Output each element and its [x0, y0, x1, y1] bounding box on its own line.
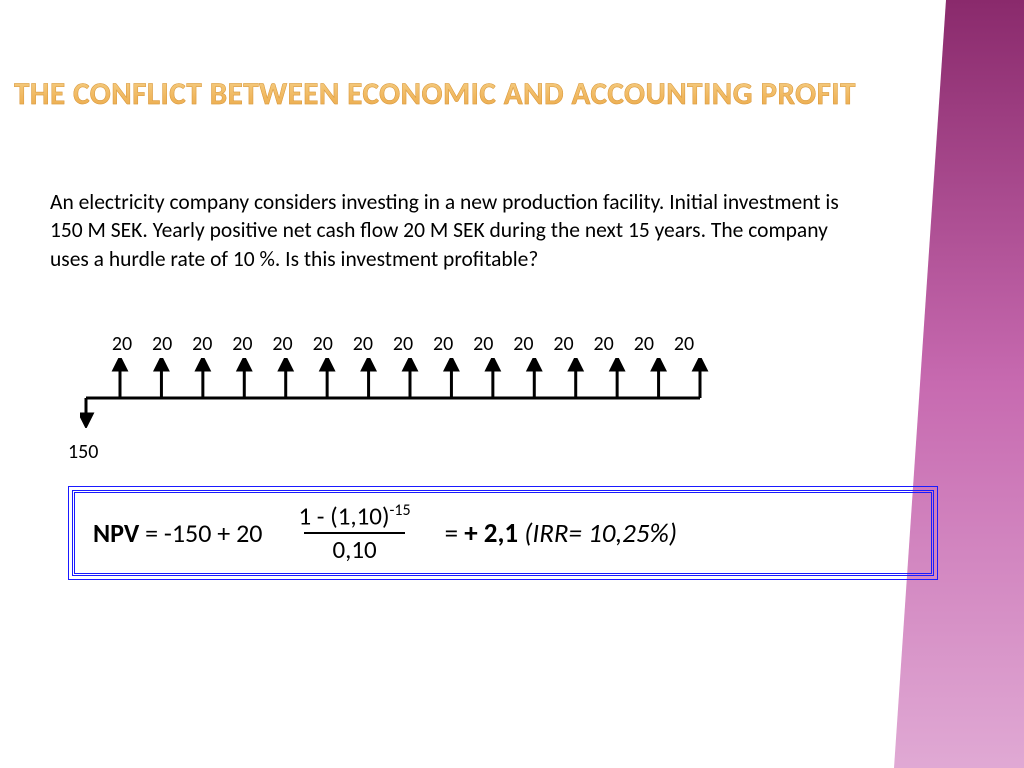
- irr-value: (IRR= 10,25%): [518, 517, 677, 550]
- timeline-arrows-svg: [80, 358, 730, 428]
- npv-expression: = -150 + 20: [139, 517, 262, 549]
- inflow-label: 20: [429, 332, 457, 356]
- side-decorative-strip: [894, 0, 1024, 768]
- annuity-fraction: 1 - (1,10)-15 0,10: [294, 502, 414, 563]
- inflow-label: 20: [108, 332, 136, 356]
- npv-result: = + 2,1 (IRR= 10,25%): [445, 517, 677, 550]
- inflow-label: 20: [469, 332, 497, 356]
- inflow-label: 20: [550, 332, 578, 356]
- inflow-label: 20: [389, 332, 417, 356]
- npv-label: NPV: [93, 517, 139, 549]
- inflow-label: 20: [148, 332, 176, 356]
- inflow-label: 20: [309, 332, 337, 356]
- fraction-denominator: 0,10: [304, 532, 404, 564]
- inflow-labels: 20 20 20 20 20 20 20 20 20 20 20 20 20 20 20: [108, 332, 698, 356]
- inflow-label: 20: [590, 332, 618, 356]
- npv-lhs: NPV = -150 + 20: [93, 517, 262, 549]
- inflow-label: 20: [269, 332, 297, 356]
- numerator-base: 1 - (1,10): [298, 501, 389, 532]
- fraction-numerator: 1 - (1,10)-15: [294, 502, 414, 532]
- problem-statement: An electricity company considers investi…: [50, 188, 840, 273]
- slide-title: THE CONFLICT BETWEEN ECONOMIC AND ACCOUN…: [0, 75, 870, 114]
- numerator-exponent: -15: [390, 501, 411, 520]
- npv-formula-box: NPV = -150 + 20 1 - (1,10)-15 0,10 = + 2…: [72, 490, 934, 576]
- inflow-label: 20: [670, 332, 698, 356]
- inflow-label: 20: [188, 332, 216, 356]
- cashflow-diagram: 20 20 20 20 20 20 20 20 20 20 20 20 20 20 20 150: [50, 332, 790, 472]
- inflow-label: 20: [349, 332, 377, 356]
- equals-sign: =: [445, 517, 465, 550]
- inflow-label: 20: [228, 332, 256, 356]
- inflow-label: 20: [630, 332, 658, 356]
- inflow-label: 20: [509, 332, 537, 356]
- npv-value: + 2,1: [464, 517, 518, 550]
- outflow-label: 150: [68, 440, 98, 464]
